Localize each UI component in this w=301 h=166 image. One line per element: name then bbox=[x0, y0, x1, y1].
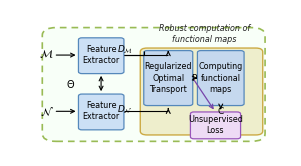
Text: P: P bbox=[191, 74, 196, 83]
FancyBboxPatch shape bbox=[191, 112, 240, 139]
Text: $D_{\mathcal{M}}$: $D_{\mathcal{M}}$ bbox=[117, 43, 133, 55]
Text: $\mathcal{M}$: $\mathcal{M}$ bbox=[39, 48, 54, 60]
FancyBboxPatch shape bbox=[79, 94, 124, 130]
FancyBboxPatch shape bbox=[79, 38, 124, 74]
Text: $\mathcal{N}$: $\mathcal{N}$ bbox=[39, 105, 53, 118]
FancyBboxPatch shape bbox=[197, 51, 244, 106]
Text: Feature
Extractor: Feature Extractor bbox=[82, 101, 120, 121]
Text: Regularized
Optimal
Transport: Regularized Optimal Transport bbox=[144, 62, 192, 94]
FancyBboxPatch shape bbox=[144, 51, 193, 106]
Text: C: C bbox=[217, 107, 223, 117]
Text: Feature
Extractor: Feature Extractor bbox=[82, 45, 120, 65]
Text: $D_{\mathcal{N}}$: $D_{\mathcal{N}}$ bbox=[117, 104, 133, 116]
FancyBboxPatch shape bbox=[140, 48, 263, 135]
FancyBboxPatch shape bbox=[42, 28, 265, 141]
Text: Unsupervised
Loss: Unsupervised Loss bbox=[188, 115, 243, 135]
Text: Computing
functional
maps: Computing functional maps bbox=[199, 62, 243, 94]
Text: Robust computation of
functional maps: Robust computation of functional maps bbox=[159, 24, 250, 44]
Text: $\Theta$: $\Theta$ bbox=[66, 78, 75, 90]
